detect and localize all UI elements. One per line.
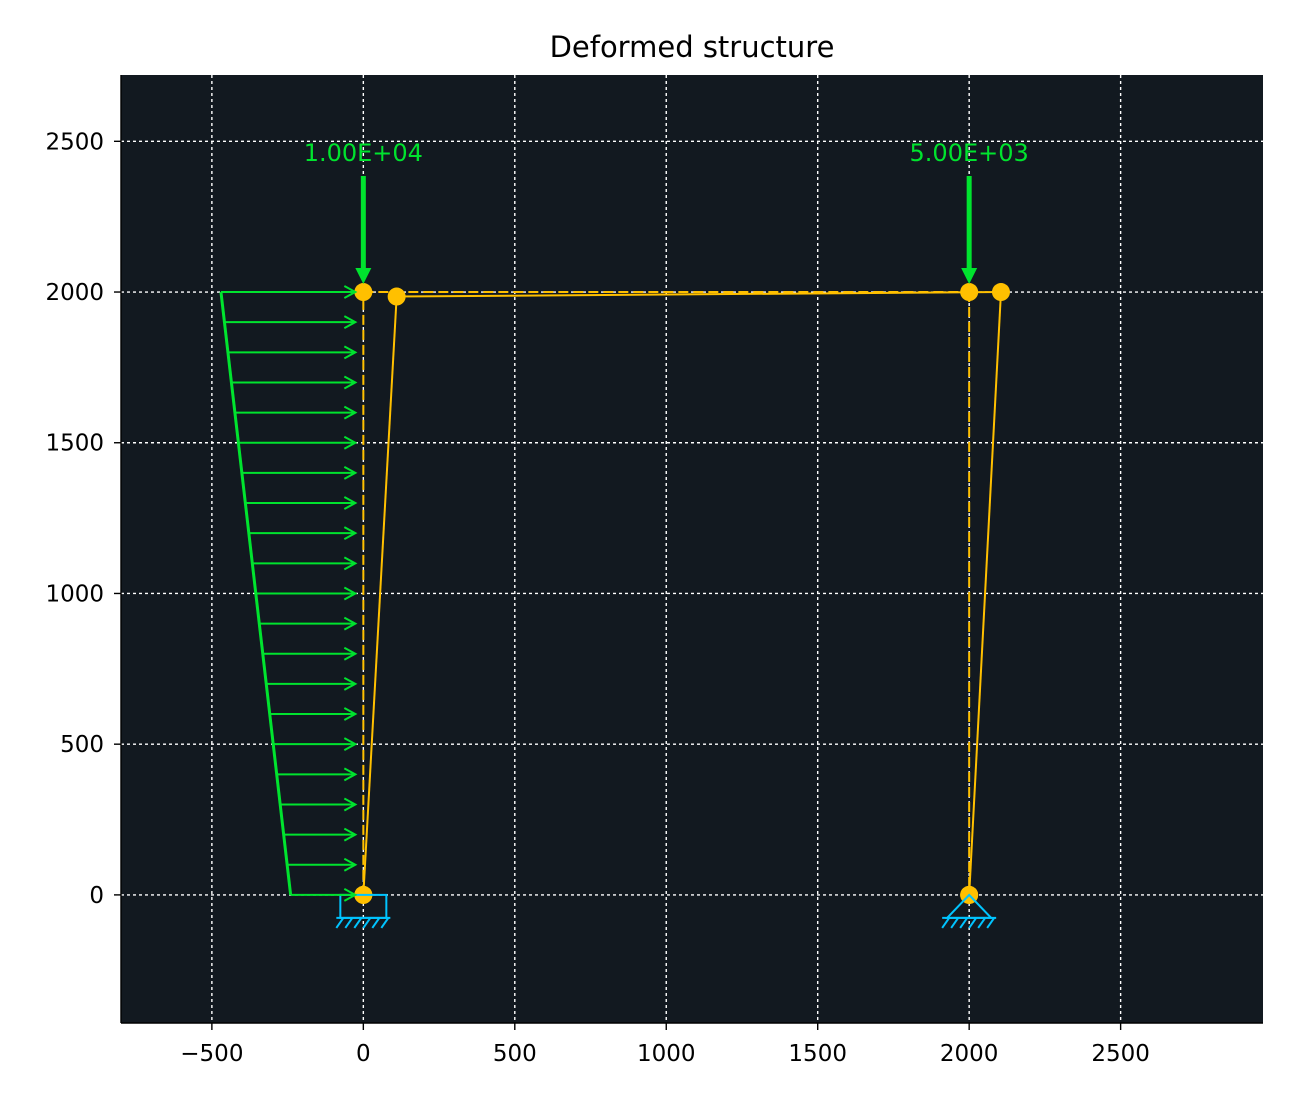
deformed-element <box>396 291 1001 298</box>
x-tick-label: 2500 <box>1091 1041 1150 1067</box>
node-point <box>960 283 979 302</box>
distributed-load-arrowhead <box>343 737 358 752</box>
distributed-load-arrowhead <box>343 827 358 842</box>
distributed-load-arrowhead <box>343 767 358 782</box>
distributed-load-arrowhead <box>343 857 358 872</box>
y-axis: 0 500 1000 1500 2000 2500 <box>45 75 122 1023</box>
support-hatch <box>941 917 950 929</box>
y-tick-label: 1000 <box>45 581 104 607</box>
deformed-node-point <box>387 287 406 306</box>
x-tick-label: 2000 <box>940 1041 999 1067</box>
y-tick-label: 500 <box>60 732 104 758</box>
x-tick-label: 1500 <box>788 1041 847 1067</box>
x-tick-label: −500 <box>180 1041 243 1067</box>
distributed-load-arrowhead <box>343 405 358 420</box>
distributed-load-arrowhead <box>343 677 358 691</box>
distributed-load-arrowhead <box>343 888 358 902</box>
distributed-load-arrowhead <box>343 646 358 661</box>
distributed-load-arrowhead <box>343 586 358 601</box>
distributed-load-arrowhead <box>343 797 358 812</box>
support-hatch <box>380 917 390 929</box>
support-hatch <box>950 917 959 929</box>
deformed-element <box>968 291 1002 895</box>
distributed-load-arrowhead <box>343 526 358 541</box>
y-tick-label: 0 <box>89 883 104 909</box>
point-load-arrowhead <box>355 268 372 285</box>
distributed-load-arrowhead <box>343 616 358 631</box>
support-hatch <box>959 917 968 929</box>
support-hatch <box>968 917 977 929</box>
y-tick-label: 2000 <box>45 280 104 306</box>
distributed-load-arrowhead <box>343 496 358 510</box>
point-load-label: 1.00E+04 <box>304 139 423 167</box>
point-load-label: 5.00E+03 <box>910 139 1029 167</box>
x-tick-label: 500 <box>493 1041 537 1067</box>
node-point <box>354 283 373 302</box>
x-tick-label: 0 <box>356 1041 371 1067</box>
point-load-arrowhead <box>961 268 978 285</box>
structure-layer <box>335 283 1010 929</box>
y-tick-label: 1500 <box>45 431 104 457</box>
distributed-load-arrowhead <box>343 466 358 480</box>
support-hatch <box>344 917 354 929</box>
distributed-load-arrowhead <box>343 375 358 390</box>
support-hatch <box>977 917 986 929</box>
loads-layer: 1.00E+04 5.00E+03 <box>219 139 1029 902</box>
deformed-element <box>362 296 398 895</box>
support-hatch <box>335 917 345 929</box>
distributed-load-arrowhead <box>343 556 358 571</box>
support-hatch <box>353 917 363 929</box>
support-hatch <box>362 917 372 929</box>
support-hatch <box>371 917 381 929</box>
x-tick-label: 1000 <box>637 1041 696 1067</box>
distributed-load-arrowhead <box>343 345 358 360</box>
x-axis: −500 0 500 1000 1500 2000 2500 <box>121 1022 1263 1067</box>
y-tick-label: 2500 <box>45 129 104 155</box>
plot-area <box>121 75 1263 1023</box>
distributed-load-arrowhead <box>343 435 358 450</box>
support-hatch <box>986 917 995 929</box>
deformed-node-point <box>991 283 1010 302</box>
distributed-load-arrowhead <box>343 707 358 721</box>
distributed-load-arrowhead <box>343 285 358 299</box>
distributed-load-arrowhead <box>343 315 358 330</box>
chart-title: Deformed structure <box>550 30 835 64</box>
